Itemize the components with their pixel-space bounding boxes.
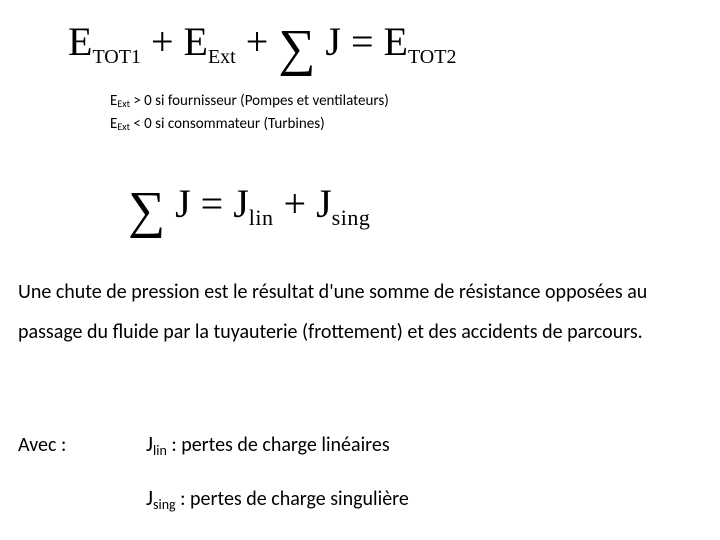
note1-subscript: Ext bbox=[117, 97, 130, 110]
term-j-equals: J = bbox=[315, 19, 383, 64]
definition-row-2: Jsing : pertes de charge singulière bbox=[146, 474, 409, 522]
note1-text: > 0 si fournisseur (Pompes et ventilateu… bbox=[130, 92, 389, 110]
eq2-plus: + J bbox=[274, 181, 332, 226]
equation-head-loss: ∑ J = Jlin + Jsing bbox=[128, 180, 370, 232]
term-e-tot1-base: E bbox=[68, 19, 92, 64]
term-e-tot2-base: E bbox=[384, 19, 408, 64]
sigma-icon: ∑ bbox=[278, 28, 315, 70]
pressure-drop-paragraph: Une chute de pression est le résultat d'… bbox=[18, 272, 702, 352]
def-jlin-subscript: lin bbox=[153, 442, 167, 459]
term-e-tot2-sub: TOT2 bbox=[408, 46, 457, 68]
term-e-tot1-sub: TOT1 bbox=[92, 46, 141, 68]
term-e-ext-sub: Ext bbox=[208, 46, 236, 68]
def-jlin-symbol: J bbox=[146, 430, 153, 457]
term-e-ext-base: E bbox=[184, 19, 208, 64]
note-line-2: EExt < 0 si consommateur (Turbines) bbox=[110, 113, 389, 136]
plus-1: + bbox=[141, 19, 184, 64]
eq2-sub-sing: sing bbox=[332, 205, 371, 230]
page: ETOT1 + EExt + ∑ J = ETOT2 EExt > 0 si f… bbox=[0, 0, 720, 540]
note-line-1: EExt > 0 si fournisseur (Pompes et venti… bbox=[110, 90, 389, 113]
equation-energy-balance: ETOT1 + EExt + ∑ J = ETOT2 bbox=[68, 18, 456, 70]
definition-row-1: Avec :Jlin : pertes de charge linéaires bbox=[18, 420, 409, 468]
def-jsing-symbol: J bbox=[146, 484, 153, 511]
eq2-lhs: J = J bbox=[165, 181, 249, 226]
def-jsing-subscript: sing bbox=[153, 496, 176, 513]
note2-subscript: Ext bbox=[117, 120, 130, 133]
def-jsing-text: : pertes de charge singulière bbox=[176, 487, 409, 511]
energy-sign-notes: EExt > 0 si fournisseur (Pompes et venti… bbox=[110, 90, 389, 135]
plus-2: + bbox=[236, 19, 279, 64]
eq2-sub-lin: lin bbox=[249, 205, 274, 230]
note2-text: < 0 si consommateur (Turbines) bbox=[130, 115, 325, 133]
definitions: Avec :Jlin : pertes de charge linéaires … bbox=[18, 420, 409, 523]
avec-label: Avec : bbox=[18, 423, 146, 467]
sigma-icon: ∑ bbox=[128, 190, 165, 232]
def-jlin-text: : pertes de charge linéaires bbox=[167, 433, 390, 457]
